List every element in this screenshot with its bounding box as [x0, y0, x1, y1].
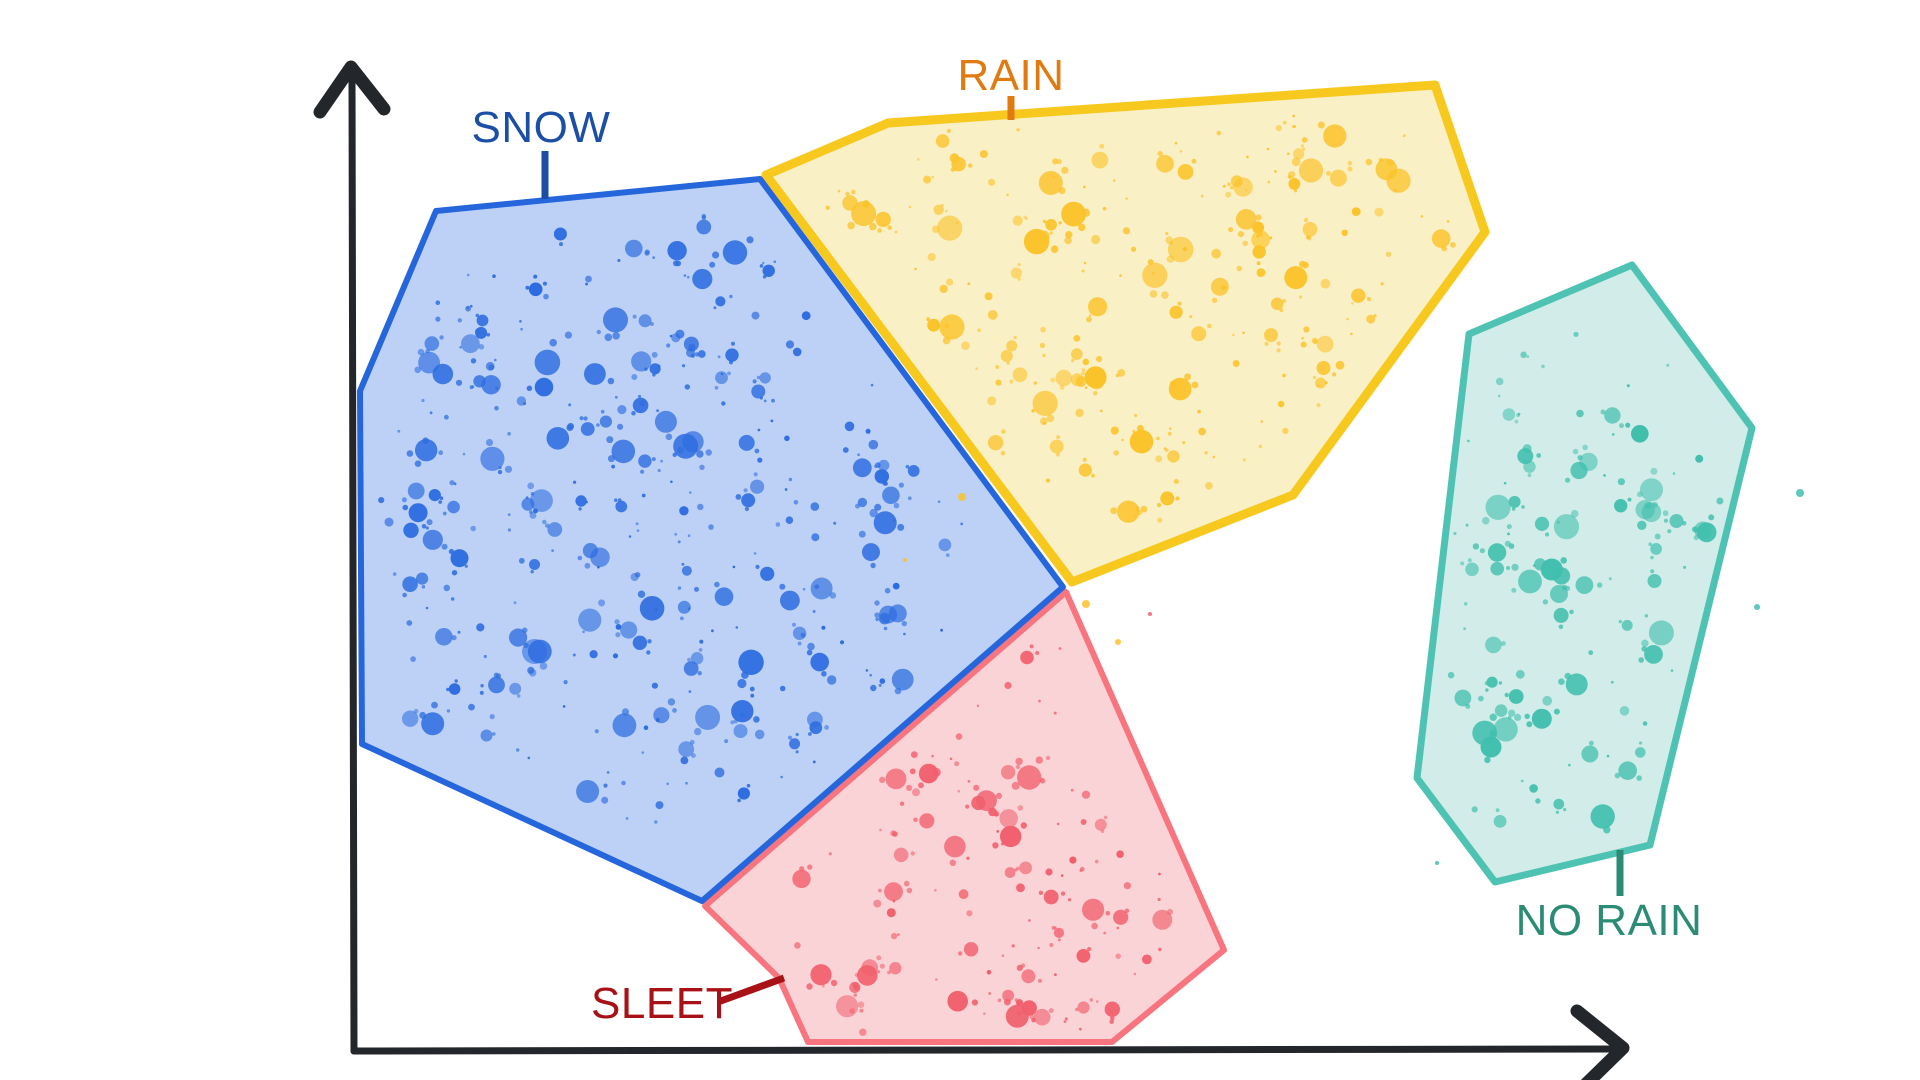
snow-dots	[378, 213, 964, 824]
region-rain	[761, 80, 1490, 587]
dots-layer	[378, 114, 1804, 1036]
region-label-snow: SNOW	[471, 103, 611, 152]
region-label-no-rain: NO RAIN	[1515, 896, 1703, 945]
rain-dots	[825, 114, 1456, 645]
label-ticks-layer	[541, 96, 1624, 1006]
region-label-sleet: SLEET	[591, 979, 733, 1028]
y-axis-arrowhead-icon	[313, 60, 391, 119]
sleet-label-tick	[716, 974, 786, 1006]
region-sleet	[702, 589, 1227, 1045]
x-axis-line	[350, 1045, 1620, 1055]
sleet-dots	[792, 612, 1173, 1036]
region-label-rain: RAIN	[957, 51, 1065, 100]
y-axis-line	[348, 74, 358, 1055]
axes-layer	[313, 60, 1630, 1080]
x-axis-arrowhead-icon	[1570, 1004, 1630, 1080]
no_rain-dots	[1435, 331, 1804, 865]
